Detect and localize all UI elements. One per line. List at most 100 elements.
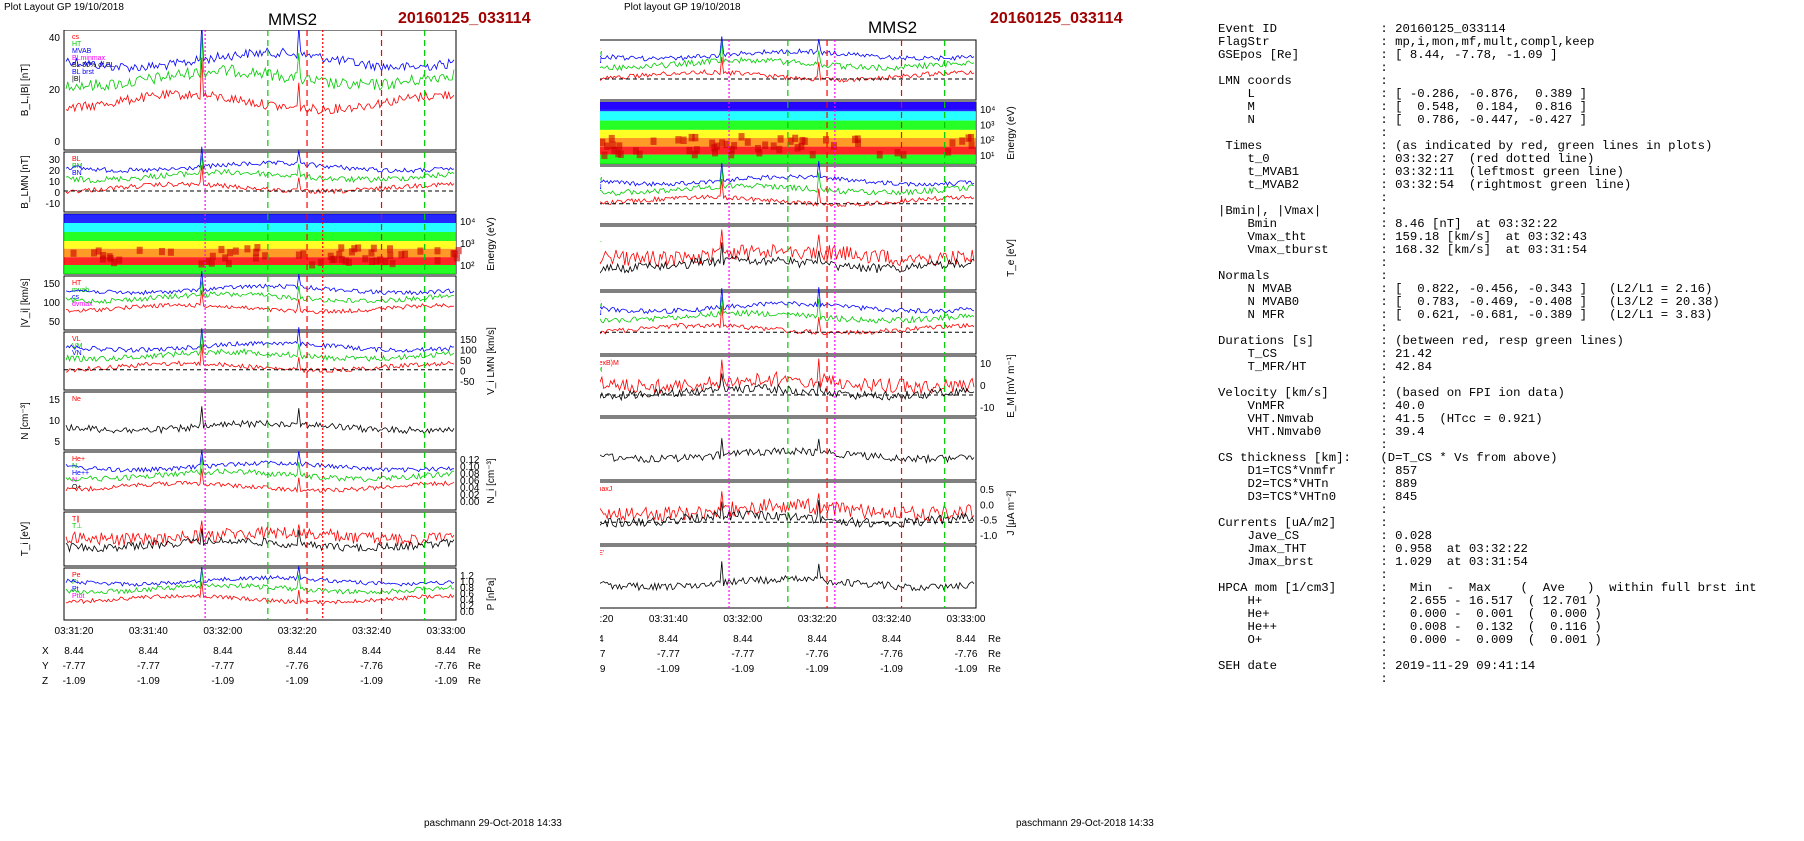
spectrogram-patch <box>609 141 616 149</box>
data-series-line <box>600 491 975 522</box>
tick-label: 150 <box>43 279 60 290</box>
position-value: 8.44 <box>362 646 382 657</box>
spectrogram-patch <box>777 135 784 143</box>
position-value: -7.76 <box>286 661 309 672</box>
spectrogram-patch <box>688 133 695 142</box>
tick-label: 0.0 <box>980 500 994 511</box>
spectrogram-patch <box>709 139 716 148</box>
time-tick-label: 03:32:20 <box>278 626 317 637</box>
data-series-line <box>65 164 455 195</box>
legend-entry: N <box>72 463 77 470</box>
legend-entry: HT <box>72 280 82 287</box>
mid-signature: paschmann 29-Oct-2018 14:33 <box>1016 818 1154 829</box>
legend-entry: BLminmax <box>72 55 106 62</box>
spectrogram-patch <box>253 248 260 256</box>
legend-entry: VL <box>72 336 81 343</box>
panel: 10⁴ 10³ 10² Energy (eV) <box>63 213 497 275</box>
position-value: -1.09 <box>657 664 680 675</box>
listing-line: VHT.Nmvab0 : 39.4 <box>1218 425 1425 439</box>
spectrogram-patch <box>417 247 424 255</box>
time-tick-label: 03:31:40 <box>129 626 168 637</box>
spectrogram-patch <box>338 255 345 264</box>
spectrogram-patch <box>686 146 693 155</box>
legend-entry: VM <box>600 177 603 184</box>
listing-line: : <box>1218 321 1388 335</box>
spectrogram-patch <box>762 141 769 149</box>
spectrogram-patch <box>402 250 409 258</box>
spectrogram-patch <box>794 144 801 152</box>
spectrogram-patch <box>204 257 211 265</box>
legend-entry: HT <box>72 41 82 48</box>
panel-frame <box>63 30 457 151</box>
spectrogram-patch <box>894 148 901 157</box>
position-value: 8.44 <box>733 634 753 645</box>
position-value: -1.09 <box>435 676 458 687</box>
legend-entry: EM <box>600 367 603 374</box>
legend-entry: VN <box>72 350 82 357</box>
spectrogram-patch <box>754 144 761 153</box>
listing-line: N MVAB : [ 0.822, -0.456, -0.343 ] (L2/L… <box>1218 282 1713 296</box>
data-series-line <box>600 41 975 72</box>
listing-line: He++ : 0.008 - 0.132 ( 0.116 ) <box>1218 620 1602 634</box>
spectrogram-patch <box>636 150 643 159</box>
listing-line: Event ID : 20160125_033114 <box>1218 22 1506 36</box>
panel-frame <box>600 291 977 355</box>
spectrogram-patch <box>719 139 726 147</box>
data-series-line <box>65 520 455 547</box>
tick-label: 0.5 <box>980 485 994 496</box>
position-unit: Re <box>468 661 481 672</box>
tick-label: 10² <box>460 261 475 272</box>
tick-label: 10³ <box>980 120 995 131</box>
listing-line: He+ : 0.000 - 0.001 ( 0.000 ) <box>1218 607 1602 621</box>
position-value: 8.44 <box>600 634 604 645</box>
listing-line: Durations [s] : (between red, resp green… <box>1218 334 1624 348</box>
legend-entry: O+ <box>72 484 82 491</box>
data-series-line <box>600 36 975 62</box>
listing-line: N MVAB0 : [ 0.783, -0.469, -0.408 ] (L3/… <box>1218 295 1720 309</box>
listing-line: M : [ 0.548, 0.184, 0.816 ] <box>1218 100 1587 114</box>
spectrogram-patch <box>262 252 269 260</box>
legend-entry: BL 50% of BL <box>72 62 115 69</box>
tick-label: 1.0 <box>460 577 474 588</box>
tick-label: -50 <box>460 377 475 388</box>
panel: 1.00.50.0-0.5J*E' [nW m⁻³]J*E' <box>600 545 977 609</box>
tick-label: 0.12 <box>460 455 480 466</box>
y-axis-label: N_i [cm⁻³] <box>486 458 497 504</box>
y-axis-label: P [nPa] <box>486 577 497 610</box>
data-series-line <box>65 327 455 353</box>
y-axis-label: B_L,|B| [nT] <box>20 64 31 117</box>
position-value: -1.09 <box>137 676 160 687</box>
spectrogram-patch <box>611 146 618 155</box>
spectrogram-patch <box>792 134 799 143</box>
spectrogram-patch <box>331 255 338 263</box>
position-value: 8.44 <box>807 634 827 645</box>
position-value: -7.77 <box>731 649 754 660</box>
tick-label: 10 <box>980 359 992 370</box>
listing-line: : <box>1218 438 1388 452</box>
spectrogram-patch <box>968 133 975 142</box>
data-series-line <box>600 242 975 274</box>
panel: 1.00.80.60.40.2|J| [μA m⁻²]|J| <box>600 417 977 481</box>
legend-entry: T⊥ <box>72 523 82 530</box>
panel: 10⁴ 10³ 10² 10¹ Energy (eV) <box>600 101 1017 165</box>
y-axis-label: N [cm⁻³] <box>20 402 31 440</box>
spectrogram-patch <box>336 250 343 258</box>
spectrogram-patch <box>106 253 113 261</box>
data-series-line <box>65 344 455 374</box>
spectrogram-patch <box>167 248 174 256</box>
legend-entry: BN <box>72 170 82 177</box>
spectrogram-patch <box>309 261 316 269</box>
spectrogram-patch <box>731 142 738 150</box>
data-series-line <box>600 561 975 592</box>
listing-line: |Bmin|, |Vmax| : <box>1218 204 1388 218</box>
spectrogram-band <box>64 257 456 265</box>
panel: T_e [eV]T∥T⊥ <box>600 225 1017 291</box>
time-tick-label: 03:31:40 <box>649 614 688 625</box>
data-series-line <box>600 229 975 267</box>
